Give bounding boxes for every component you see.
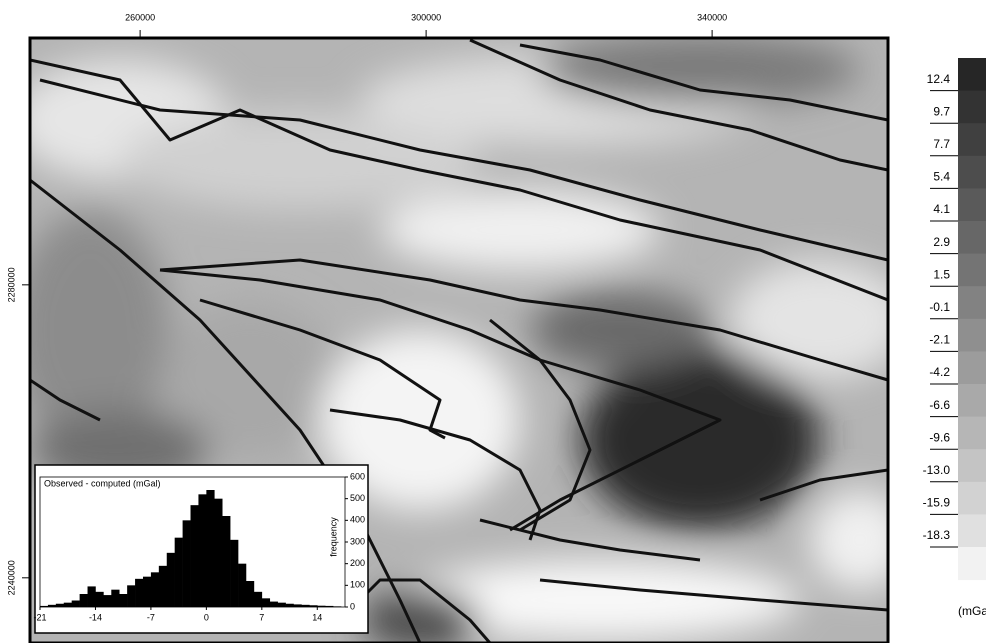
histogram-bar xyxy=(238,564,246,607)
legend-label: -4.2 xyxy=(929,365,950,379)
legend-label: 1.5 xyxy=(933,267,950,281)
histogram-bar xyxy=(175,538,183,607)
legend-swatch xyxy=(958,384,986,417)
y-tick-label: 400 xyxy=(350,515,365,525)
legend-label: -13.0 xyxy=(923,463,951,477)
y-tick-label: 0 xyxy=(350,601,355,611)
legend-swatch xyxy=(958,123,986,156)
legend-swatch xyxy=(958,319,986,352)
histogram-bar xyxy=(262,598,270,607)
histogram-bar xyxy=(127,585,135,607)
legend-label: -0.1 xyxy=(929,300,950,314)
legend-unit: (mGal) xyxy=(958,604,986,618)
histogram-bar xyxy=(222,516,230,607)
histogram-bar xyxy=(80,594,88,607)
histogram-bar xyxy=(111,590,119,607)
histogram-bar xyxy=(294,604,302,607)
legend-swatch xyxy=(958,449,986,482)
histogram-bar xyxy=(72,601,80,608)
histogram-bar xyxy=(143,577,151,607)
histogram-bar xyxy=(103,595,111,607)
map-y-tick-label: 2240000 xyxy=(6,560,16,595)
x-tick-label: -14 xyxy=(89,612,102,622)
legend-swatch xyxy=(958,156,986,189)
legend-swatch xyxy=(958,514,986,547)
legend-label: 7.7 xyxy=(933,137,950,151)
histogram-bar xyxy=(270,602,278,607)
legend-label: 4.1 xyxy=(933,202,950,216)
legend-label: -9.6 xyxy=(929,430,950,444)
map-y-tick-label: 2280000 xyxy=(6,267,16,302)
legend-swatch xyxy=(958,547,986,580)
histogram-bar xyxy=(278,603,286,607)
histogram-bar xyxy=(317,606,325,607)
y-tick-label: 200 xyxy=(350,558,365,568)
y-tick-label: 300 xyxy=(350,536,365,546)
legend-swatch xyxy=(958,482,986,515)
y-tick-label: 100 xyxy=(350,580,365,590)
histogram-bar xyxy=(151,572,159,607)
histogram-bar xyxy=(286,604,294,607)
y-tick-label: 600 xyxy=(350,471,365,481)
legend-swatch xyxy=(958,417,986,450)
map-x-tick-label: 260000 xyxy=(125,12,155,22)
map-x-tick-label: 340000 xyxy=(697,12,727,22)
histogram-bar xyxy=(198,494,206,607)
page: {"map": {"xlim": [244600, 364600], "ylim… xyxy=(0,0,986,643)
legend-label: 9.7 xyxy=(933,104,950,118)
histogram-bar xyxy=(88,586,96,607)
histogram-bar xyxy=(183,520,191,607)
histogram-bar xyxy=(254,592,262,607)
legend-label: -15.9 xyxy=(923,496,951,510)
legend-swatch xyxy=(958,221,986,254)
histogram-bar xyxy=(301,605,309,607)
chart-title: Observed - computed (mGal) xyxy=(44,478,161,488)
y-axis-label: frequency xyxy=(328,517,338,557)
x-tick-label: 14 xyxy=(312,612,322,622)
x-tick-label: 7 xyxy=(259,612,264,622)
histogram-bar xyxy=(309,605,317,607)
histogram-bar xyxy=(191,505,199,607)
legend-label: 5.4 xyxy=(933,170,950,184)
histogram-bar xyxy=(230,540,238,607)
histogram-bar xyxy=(119,594,127,607)
legend-label: -6.6 xyxy=(929,398,950,412)
histogram-bar xyxy=(40,606,48,607)
histogram-bar xyxy=(206,490,214,607)
legend-label: -2.1 xyxy=(929,333,950,347)
histogram-inset: Observed - computed (mGal) frequency -21 -1… xyxy=(33,465,368,633)
histogram-bar xyxy=(325,606,333,607)
x-tick-label: -7 xyxy=(147,612,155,622)
x-tick-label: 0 xyxy=(204,612,209,622)
histogram-bar xyxy=(48,605,56,607)
legend-label: -18.3 xyxy=(923,528,951,542)
legend-label: 12.4 xyxy=(927,72,951,86)
histogram-bar xyxy=(214,499,222,607)
legend-swatch xyxy=(958,58,986,91)
histogram-bar xyxy=(246,581,254,607)
legend-swatch xyxy=(958,254,986,287)
legend-swatch xyxy=(958,91,986,124)
histogram-bar xyxy=(64,603,72,607)
legend-label: 2.9 xyxy=(933,235,950,249)
legend-swatch xyxy=(958,351,986,384)
map-x-tick-label: 300000 xyxy=(411,12,441,22)
legend-swatch xyxy=(958,286,986,319)
x-tick-label: -21 xyxy=(33,612,46,622)
histogram-bar xyxy=(333,606,341,607)
histogram-bar xyxy=(135,579,143,607)
histogram-bar xyxy=(159,566,167,607)
histogram-bar xyxy=(56,604,64,607)
legend-swatch xyxy=(958,188,986,221)
y-tick-label: 500 xyxy=(350,493,365,503)
histogram-bar xyxy=(95,592,103,607)
histogram-bar xyxy=(167,553,175,607)
figure: (mGal) 260000 300000 340000 2240000 2280000 1… xyxy=(0,0,986,643)
